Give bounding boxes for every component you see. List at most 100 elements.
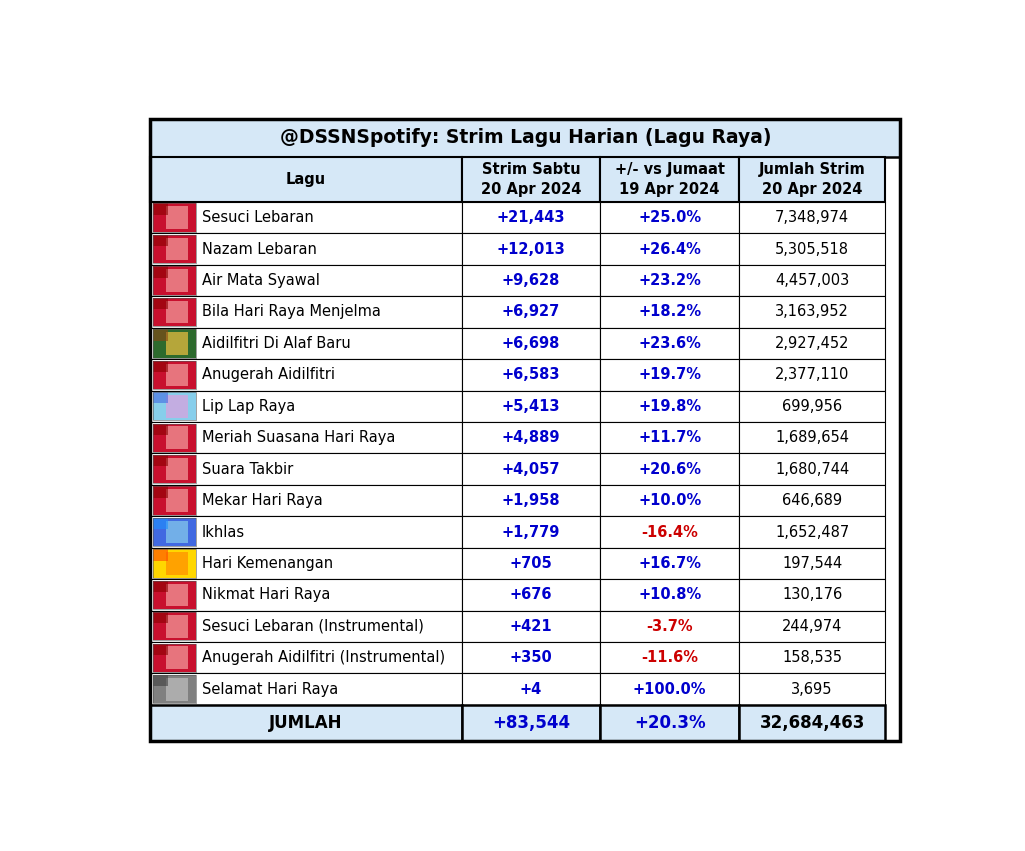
Text: +100.0%: +100.0% [632,682,706,697]
Bar [166,552,188,574]
Bar [153,329,196,357]
Bar [153,549,196,578]
Text: Lagu: Lagu [286,172,326,187]
Bar [739,642,886,673]
Text: +21,443: +21,443 [497,210,565,226]
Text: Aidilfitri Di Alaf Baru: Aidilfitri Di Alaf Baru [202,336,351,351]
Bar [151,157,461,202]
Bar [601,611,739,642]
Bar [739,359,886,391]
Bar [601,548,739,580]
Bar [153,580,168,592]
Text: 2,377,110: 2,377,110 [775,368,850,382]
Bar [739,157,886,202]
Bar [601,422,739,454]
Bar [151,673,461,705]
Text: +6,583: +6,583 [501,368,561,382]
Bar [461,580,601,611]
Text: Strim Sabtu
20 Apr 2024: Strim Sabtu 20 Apr 2024 [481,162,581,197]
Bar [153,580,196,609]
Bar [153,298,196,326]
Text: +1,958: +1,958 [501,493,561,508]
Text: 158,535: 158,535 [782,650,843,665]
Bar [153,518,196,546]
Bar [166,489,188,512]
Text: +26.4%: +26.4% [639,242,701,256]
Text: Bila Hari Raya Menjelma: Bila Hari Raya Menjelma [202,305,380,319]
Text: Lip Lap Raya: Lip Lap Raya [202,399,295,414]
Bar [153,203,196,231]
Text: 2,927,452: 2,927,452 [775,336,850,351]
Text: +6,927: +6,927 [502,305,560,319]
Bar [601,485,739,517]
Bar [601,233,739,265]
Text: +421: +421 [509,619,552,634]
Text: +23.2%: +23.2% [639,273,701,288]
Bar [166,332,188,355]
Text: +83,544: +83,544 [492,714,570,732]
Bar [461,157,601,202]
Text: +6,698: +6,698 [502,336,560,351]
Bar [739,233,886,265]
Text: 4,457,003: 4,457,003 [775,273,850,288]
Bar [739,454,886,485]
Bar [166,678,188,700]
Bar [166,584,188,606]
Bar [153,203,196,231]
Text: +25.0%: +25.0% [639,210,701,226]
Bar [461,391,601,422]
Bar [461,642,601,673]
Bar [601,265,739,296]
Text: 1,689,654: 1,689,654 [775,431,849,445]
Text: +10.0%: +10.0% [638,493,701,508]
Bar [166,615,188,637]
Text: 32,684,463: 32,684,463 [760,714,865,732]
Text: Hari Kemenangan: Hari Kemenangan [202,556,333,571]
Text: 5,305,518: 5,305,518 [775,242,849,256]
Bar [601,157,739,202]
Text: 699,956: 699,956 [782,399,843,414]
Bar [601,202,739,233]
Text: +4,889: +4,889 [501,431,561,445]
Bar [151,454,461,485]
Bar [166,521,188,543]
Bar [166,458,188,481]
Bar [601,642,739,673]
Bar [153,580,196,609]
Bar [461,673,601,705]
Bar [601,391,739,422]
Bar [461,233,601,265]
Bar [153,487,196,515]
Text: Nazam Lebaran: Nazam Lebaran [202,242,317,256]
Bar [461,265,601,296]
Text: +18.2%: +18.2% [639,305,701,319]
Text: Ikhlas: Ikhlas [202,524,245,540]
Bar [153,612,168,624]
Bar [461,359,601,391]
Bar [739,705,886,741]
Text: +676: +676 [509,587,552,603]
Bar [739,611,886,642]
Text: Nikmat Hari Raya: Nikmat Hari Raya [202,587,330,603]
Bar [601,454,739,485]
Text: Sesuci Lebaran (Instrumental): Sesuci Lebaran (Instrumental) [202,619,423,634]
Bar [739,485,886,517]
Text: +5,413: +5,413 [501,399,561,414]
Bar [601,580,739,611]
Bar [166,363,188,386]
Bar [153,549,196,578]
Bar [151,548,461,580]
Bar [461,548,601,580]
Text: Meriah Suasana Hari Raya: Meriah Suasana Hari Raya [202,431,396,445]
Text: Mekar Hari Raya: Mekar Hari Raya [202,493,323,508]
Bar [153,361,168,372]
Text: +20.6%: +20.6% [639,461,701,477]
Text: -16.4%: -16.4% [642,524,698,540]
Bar [151,265,461,296]
Text: 130,176: 130,176 [782,587,843,603]
Bar [153,361,196,389]
Text: 1,680,744: 1,680,744 [775,461,850,477]
Text: JUMLAH: JUMLAH [270,714,342,732]
Bar [153,675,196,703]
Bar [153,455,196,483]
